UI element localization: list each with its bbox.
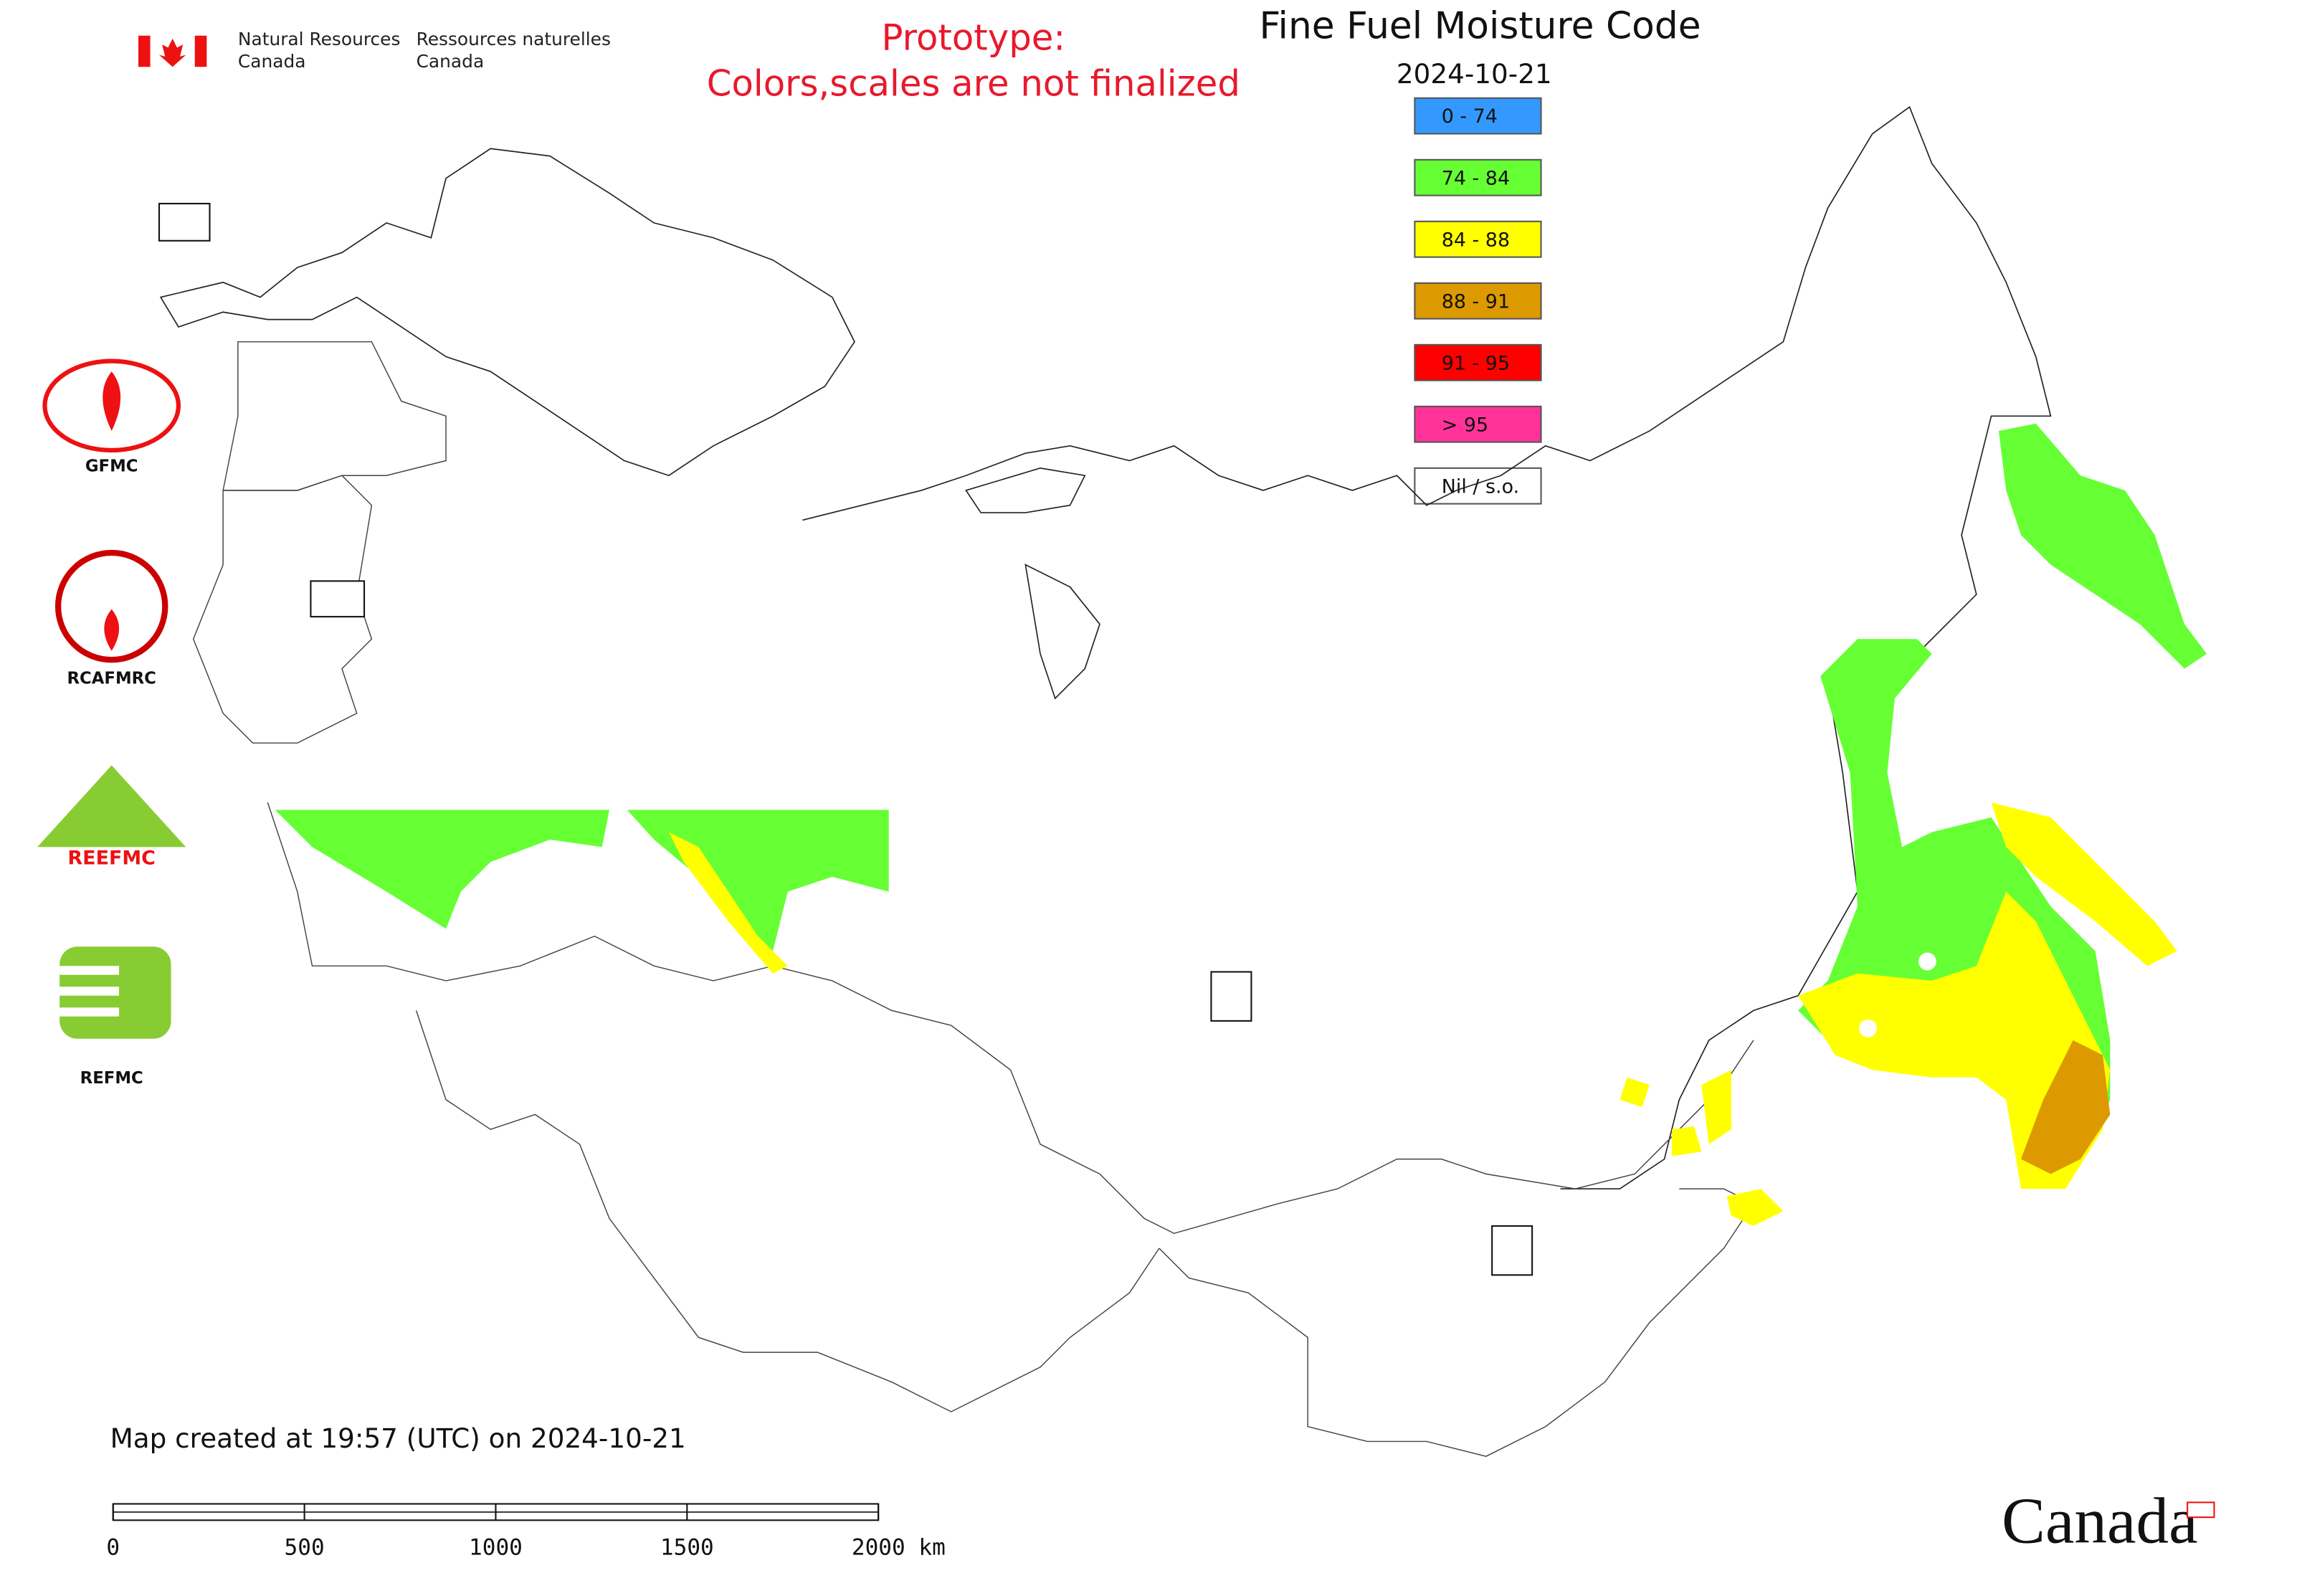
scale-label: 0 [106,1535,120,1561]
ffmc-area [668,832,788,974]
map-marker [158,202,211,242]
flag-bar [194,35,207,67]
agency-en: Canada [238,51,306,72]
flame [103,371,121,432]
ffmc-area [275,809,610,929]
legend-label: 74 - 84 [1442,167,1510,189]
scale-bar: 0 500 1000 1500 2000 km [106,1503,946,1561]
border [415,1010,1160,1412]
nil-area [1918,952,1936,971]
stripe [60,1007,120,1017]
scale-label: 2000 km [852,1535,946,1561]
created-note: Map created at 19:57 (UTC) on 2024-10-21 [110,1422,686,1454]
island [965,467,1086,513]
peninsula [1024,564,1100,700]
legend: 0 - 74 74 - 84 84 - 88 88 - 91 91 - 95 > 95 Ni… [1414,97,1542,505]
coastline [1560,653,1858,1189]
flag-bar [138,35,151,67]
scale-label: 500 [285,1535,325,1561]
legend-swatch [1414,158,1542,196]
scale-label: 1000 [469,1535,523,1561]
gfmc-logo [42,358,181,453]
prototype-note: Colors,scales are not finalized [707,63,1240,105]
legend-swatch [1414,467,1542,505]
map-marker [1210,971,1252,1022]
ffmc-area [1998,423,2207,669]
legend-label: 91 - 95 [1442,352,1510,374]
border [1159,1188,1755,1457]
legend-label: 0 - 74 [1442,105,1498,128]
canada-wordmark: Canada [2002,1485,2197,1557]
logo-label: REEFMC [67,847,156,869]
ffmc-area [1991,802,2177,966]
ffmc-area [1620,1070,1784,1226]
legend-label: > 95 [1442,414,1488,436]
ffmc-area [627,809,889,951]
stripe [60,966,120,975]
logo-label: REFMC [80,1069,143,1088]
legend-label: Nil / s.o. [1442,475,1519,498]
map-marker [310,580,366,618]
agency-en: Natural Resources [238,29,401,49]
legend-swatch [1414,343,1542,381]
scale-label: 1500 [660,1535,714,1561]
map-marker [1491,1225,1533,1276]
legend-label: 88 - 91 [1442,290,1510,313]
rcafmrc-logo [54,549,168,663]
basemap [159,105,2052,1457]
coastline [159,148,855,477]
flame [104,609,120,651]
legend-label: 84 - 88 [1442,229,1510,251]
maple-leaf [159,38,186,67]
ffmc-area [2021,1040,2111,1174]
ffmc-area [1798,891,2111,1189]
agency-fr: Ressources naturelles [417,29,611,49]
wordmark-flag [2187,1501,2215,1519]
prototype-note: Prototype: [881,16,1065,58]
reefmc-logo [37,765,186,847]
map-date: 2024-10-21 [1397,58,1552,90]
agency-signature: Natural Resources Canada Ressources natu… [138,29,611,72]
legend-swatch [1414,220,1542,258]
map-title: Fine Fuel Moisture Code [1260,4,1701,47]
legend-swatch [1414,97,1542,135]
border [222,341,447,491]
logo-label: RCAFMRC [67,670,156,688]
partner-logos: GFMC RCAFMRC REEFMC REFMC [37,202,1533,1276]
border [192,475,373,744]
coastline [802,105,2052,655]
border [267,802,1754,1235]
logo-label: GFMC [85,457,138,475]
ffmc-areas [275,423,2207,1226]
legend-swatch [1414,282,1542,320]
nil-area [1859,1019,1877,1037]
stripe [60,987,120,996]
agency-fr: Canada [417,51,485,72]
legend-swatch [1414,405,1542,443]
